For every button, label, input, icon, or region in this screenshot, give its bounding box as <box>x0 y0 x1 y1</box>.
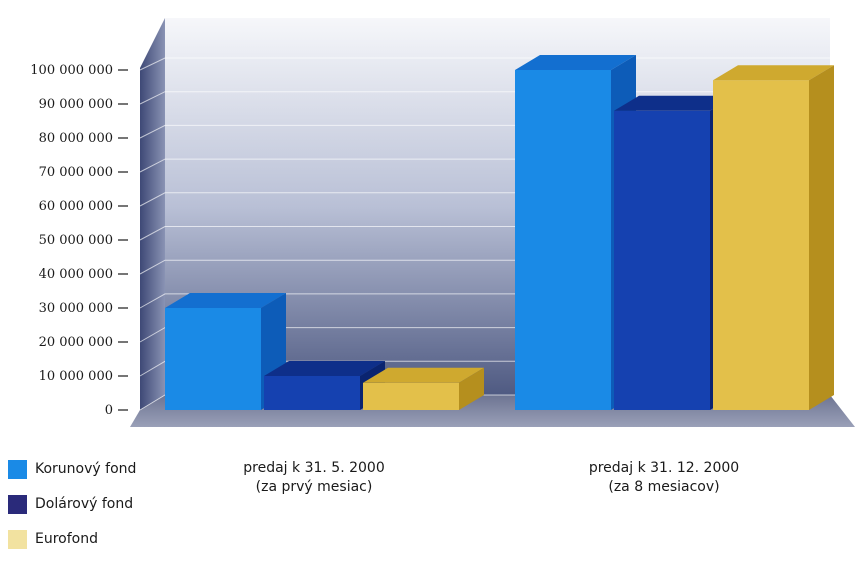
y-tick-label: 0 <box>105 403 113 418</box>
legend-swatch <box>8 530 27 549</box>
legend: Korunový fond Dolárový fond Eurofond <box>8 458 136 563</box>
y-tick-label: 80 000 000 <box>39 131 113 146</box>
y-tick-label: 40 000 000 <box>39 267 113 282</box>
legend-swatch <box>8 495 27 514</box>
bar-front <box>515 70 611 410</box>
x-tick-label: (za 8 mesiacov) <box>608 479 719 495</box>
y-tick-label: 60 000 000 <box>39 199 113 214</box>
legend-label: Eurofond <box>35 531 98 547</box>
y-tick-label: 50 000 000 <box>39 233 113 248</box>
bar-front <box>363 383 459 410</box>
bar-front <box>614 111 710 410</box>
x-axis-labels: predaj k 31. 5. 2000 (za prvý mesiac) pred… <box>243 460 739 495</box>
y-tick-label: 100 000 000 <box>30 63 113 78</box>
legend-item: Dolárový fond <box>8 493 136 515</box>
x-tick-label: predaj k 31. 5. 2000 <box>243 460 384 476</box>
bar <box>713 65 834 410</box>
y-tick-label: 10 000 000 <box>39 369 113 384</box>
bar-front <box>264 376 360 410</box>
bar-front <box>165 308 261 410</box>
legend-swatch <box>8 460 27 479</box>
bar-side <box>809 65 834 410</box>
legend-label: Korunový fond <box>35 461 136 477</box>
y-tick-label: 20 000 000 <box>39 335 113 350</box>
side-wall <box>140 18 165 410</box>
y-tick-label: 30 000 000 <box>39 301 113 316</box>
x-tick-label: predaj k 31. 12. 2000 <box>589 460 739 476</box>
legend-label: Dolárový fond <box>35 496 133 512</box>
x-tick-label: (za prvý mesiac) <box>256 479 373 495</box>
legend-item: Korunový fond <box>8 458 136 480</box>
y-tick-label: 70 000 000 <box>39 165 113 180</box>
legend-item: Eurofond <box>8 528 136 550</box>
y-axis: 0 10 000 000 20 000 000 30 000 000 40 000 00… <box>30 63 128 418</box>
y-tick-label: 90 000 000 <box>39 97 113 112</box>
bar-front <box>713 80 809 410</box>
bar <box>363 368 484 410</box>
